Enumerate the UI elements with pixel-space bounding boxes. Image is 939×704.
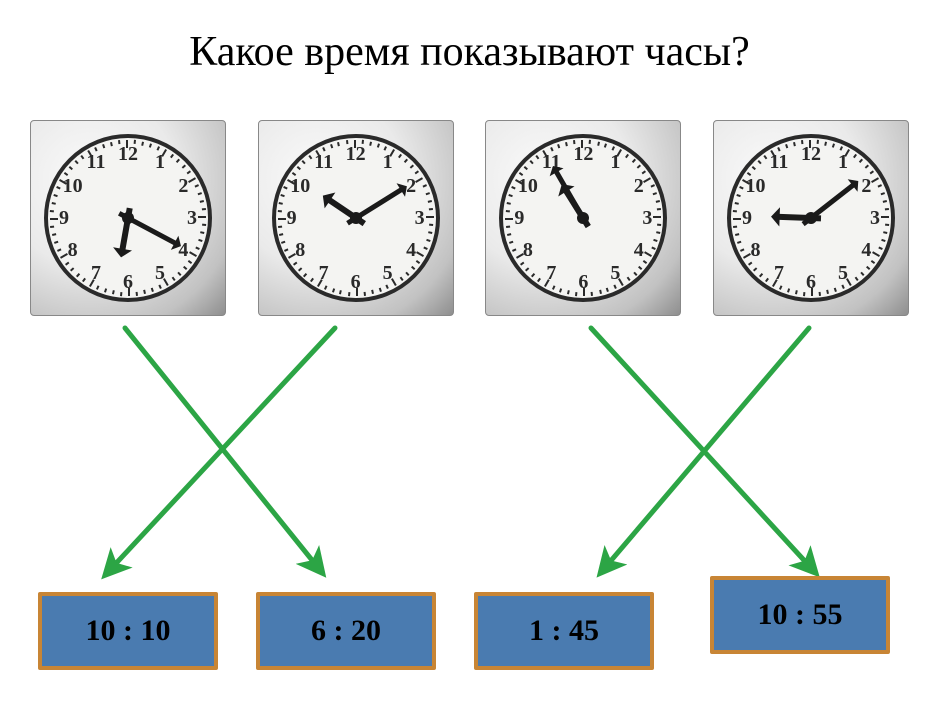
answer-box-3[interactable]: 1 : 45 <box>474 592 654 670</box>
clock-face: 121234567891011 <box>272 134 440 302</box>
clock-face: 121234567891011 <box>44 134 212 302</box>
answer-box-2[interactable]: 6 : 20 <box>256 592 436 670</box>
clock-center-pin <box>805 212 817 224</box>
clock-center-pin <box>122 212 134 224</box>
clock-3: 121234567891011 <box>485 120 681 316</box>
match-arrow-2 <box>108 328 335 572</box>
page-title: Какое время показывают часы? <box>0 28 939 76</box>
answer-box-1[interactable]: 10 : 10 <box>38 592 218 670</box>
arrows-layer <box>0 320 939 580</box>
answer-row: 10 : 10 6 : 20 1 : 45 10 : 55 <box>30 582 910 678</box>
clock-center-pin <box>350 212 362 224</box>
answer-label: 1 : 45 <box>529 614 599 648</box>
answer-box-4[interactable]: 10 : 55 <box>710 576 890 654</box>
match-arrow-1 <box>125 328 320 570</box>
answer-label: 10 : 55 <box>758 598 843 632</box>
clock-face: 121234567891011 <box>727 134 895 302</box>
match-arrow-4 <box>603 328 809 570</box>
clock-row: 121234567891011 121234567891011 12123456… <box>30 120 909 316</box>
clock-face: 121234567891011 <box>499 134 667 302</box>
clock-1: 121234567891011 <box>30 120 226 316</box>
answer-label: 6 : 20 <box>311 614 381 648</box>
match-arrow-3 <box>591 328 813 570</box>
clock-2: 121234567891011 <box>258 120 454 316</box>
answer-label: 10 : 10 <box>86 614 171 648</box>
clock-4: 121234567891011 <box>713 120 909 316</box>
